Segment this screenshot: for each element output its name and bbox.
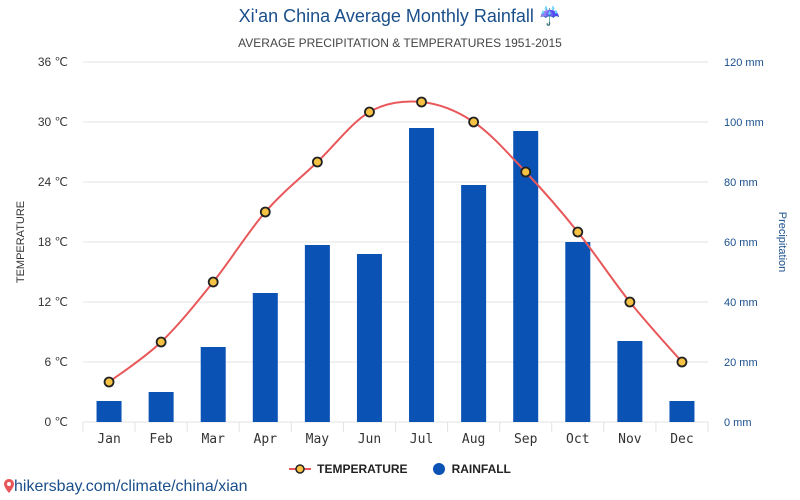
temperature-point-mar[interactable] <box>207 276 219 288</box>
y-left-tick-label: 18 ℃ <box>38 235 68 249</box>
rainfall-bar-jun[interactable] <box>356 254 382 422</box>
y-left-tick-label: 30 ℃ <box>38 115 68 129</box>
x-tick-label: Aug <box>462 432 485 447</box>
rainfall-bar-apr[interactable] <box>252 293 278 422</box>
x-tick-label: Jul <box>410 432 433 447</box>
y-right-tick-label: 20 mm <box>724 357 758 369</box>
temperature-point-nov[interactable] <box>624 296 636 308</box>
rainfall-bars <box>96 128 695 422</box>
x-tick-label: Feb <box>149 432 173 447</box>
temperature-point-sep[interactable] <box>520 166 532 178</box>
x-tick-label: Oct <box>566 432 589 447</box>
temperature-point-feb[interactable] <box>155 336 167 348</box>
y-right-tick-label: 120 mm <box>724 57 764 69</box>
legend-label-temperature: TEMPERATURE <box>317 462 408 476</box>
source-link-text: hikersbay.com/climate/china/xian <box>14 478 248 495</box>
rainfall-bar-dec[interactable] <box>669 401 695 422</box>
rainfall-legend-icon <box>432 463 445 475</box>
x-tick-label: Apr <box>254 432 278 447</box>
temperature-point-jun[interactable] <box>364 106 375 118</box>
x-tick-label: Nov <box>618 432 642 447</box>
temperature-line <box>103 96 688 388</box>
temperature-point-oct[interactable] <box>572 226 584 238</box>
temperature-point-jan[interactable] <box>103 376 115 388</box>
legend-item-temperature[interactable]: TEMPERATURE <box>289 462 408 476</box>
y-left-tick-label: 36 ℃ <box>38 55 68 69</box>
y-right-tick-label: 40 mm <box>724 297 758 309</box>
rainfall-bar-may[interactable] <box>304 245 330 422</box>
legend: TEMPERATURE RAINFALL <box>0 462 800 476</box>
chart-title: Xi'an China Average Monthly Rainfall ☔ <box>238 6 562 26</box>
y-right-tick-label: 0 mm <box>724 417 752 429</box>
legend-label-rainfall: RAINFALL <box>451 462 511 476</box>
y-left-tick-label: 6 ℃ <box>45 355 68 369</box>
x-tick-label: Sep <box>514 432 538 447</box>
x-tick-label: Jan <box>97 432 120 447</box>
gridlines <box>82 61 709 432</box>
temperature-point-may[interactable] <box>311 156 323 168</box>
temperature-series-line <box>108 100 683 383</box>
legend-item-rainfall[interactable]: RAINFALL <box>432 462 511 476</box>
rainfall-bar-feb[interactable] <box>148 392 174 422</box>
rainfall-bar-nov[interactable] <box>617 341 643 422</box>
temperature-point-aug[interactable] <box>468 116 480 128</box>
y-axis-left-label: TEMPERATURE <box>15 201 27 283</box>
y-right-tick-label: 100 mm <box>724 117 764 129</box>
y-axis-right-label: Precipitation <box>776 212 788 273</box>
rainfall-bar-jan[interactable] <box>96 401 122 422</box>
x-tick-label: May <box>306 432 330 447</box>
y-right-tick-label: 80 mm <box>724 177 758 189</box>
map-pin-icon <box>4 479 14 493</box>
rainfall-bar-aug[interactable] <box>461 185 487 422</box>
rainfall-bar-mar[interactable] <box>200 347 226 422</box>
x-tick-label: Jun <box>358 432 381 447</box>
chart-subtitle: AVERAGE PRECIPITATION & TEMPERATURES 195… <box>238 36 562 50</box>
temperature-point-dec[interactable] <box>676 356 688 368</box>
temperature-point-apr[interactable] <box>259 206 271 218</box>
source-link[interactable]: hikersbay.com/climate/china/xian <box>4 478 248 496</box>
rainfall-bar-oct[interactable] <box>565 242 591 422</box>
x-tick-label: Mar <box>201 432 225 447</box>
tick-labels: 0 ℃ 0 mm 6 ℃ 20 mm 12 ℃ 40 mm 18 ℃ 60 mm 24 ℃ 80 … <box>38 55 764 447</box>
y-left-tick-label: 0 ℃ <box>45 415 68 429</box>
y-right-tick-label: 60 mm <box>724 237 758 249</box>
rainfall-bar-jul[interactable] <box>409 128 435 422</box>
y-left-tick-label: 24 ℃ <box>38 175 68 189</box>
temperature-legend-icon <box>289 464 312 474</box>
x-tick-label: Dec <box>670 432 693 447</box>
y-left-tick-label: 12 ℃ <box>38 295 68 309</box>
temperature-point-jul[interactable] <box>416 96 427 108</box>
